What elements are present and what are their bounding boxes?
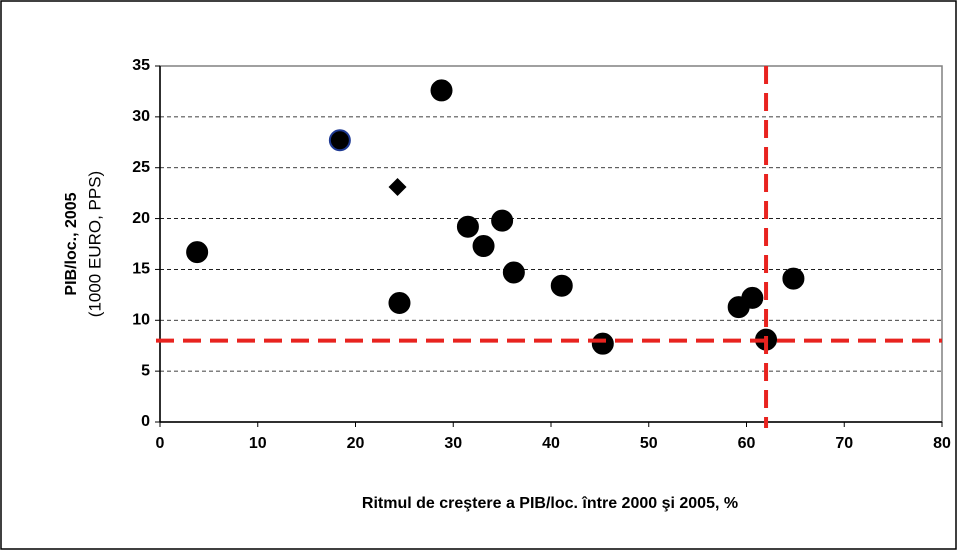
y-axis-label: PIB/loc., 2005: [63, 192, 80, 295]
point: [430, 79, 453, 102]
y-tick-label: 25: [132, 159, 150, 176]
point: [328, 129, 351, 152]
x-tick-label: 30: [444, 435, 462, 452]
point: [472, 235, 495, 258]
y-tick-label: 10: [132, 312, 150, 329]
y-tick-label: 15: [132, 261, 150, 278]
point: [741, 286, 764, 309]
plot-area: [159, 65, 943, 423]
point: [782, 267, 805, 290]
point: [456, 215, 479, 238]
x-tick-label: 70: [835, 435, 853, 452]
x-tick-label: 10: [249, 435, 267, 452]
y-axis-sublabel: (1000 EURO, PPS): [85, 171, 104, 317]
y-tick-label: 20: [132, 210, 150, 227]
x-tick-label: 0: [156, 435, 165, 452]
y-tick-label: 0: [141, 413, 150, 430]
point: [591, 332, 614, 355]
x-tick-label: 60: [738, 435, 756, 452]
y-tick-label: 30: [132, 108, 150, 125]
point: [491, 209, 514, 232]
point: [502, 261, 525, 284]
x-tick-label: 80: [933, 435, 951, 452]
point: [186, 241, 209, 264]
x-tick-label: 50: [640, 435, 658, 452]
point: [550, 274, 573, 297]
point: [388, 291, 411, 314]
point: [388, 178, 407, 197]
x-tick-label: 20: [347, 435, 365, 452]
x-axis-label: Ritmul de creştere a PIB/loc. între 2000…: [362, 495, 738, 512]
x-tick-label: 40: [542, 435, 560, 452]
y-tick-label: 5: [141, 362, 150, 379]
y-tick-label: 35: [132, 57, 150, 74]
